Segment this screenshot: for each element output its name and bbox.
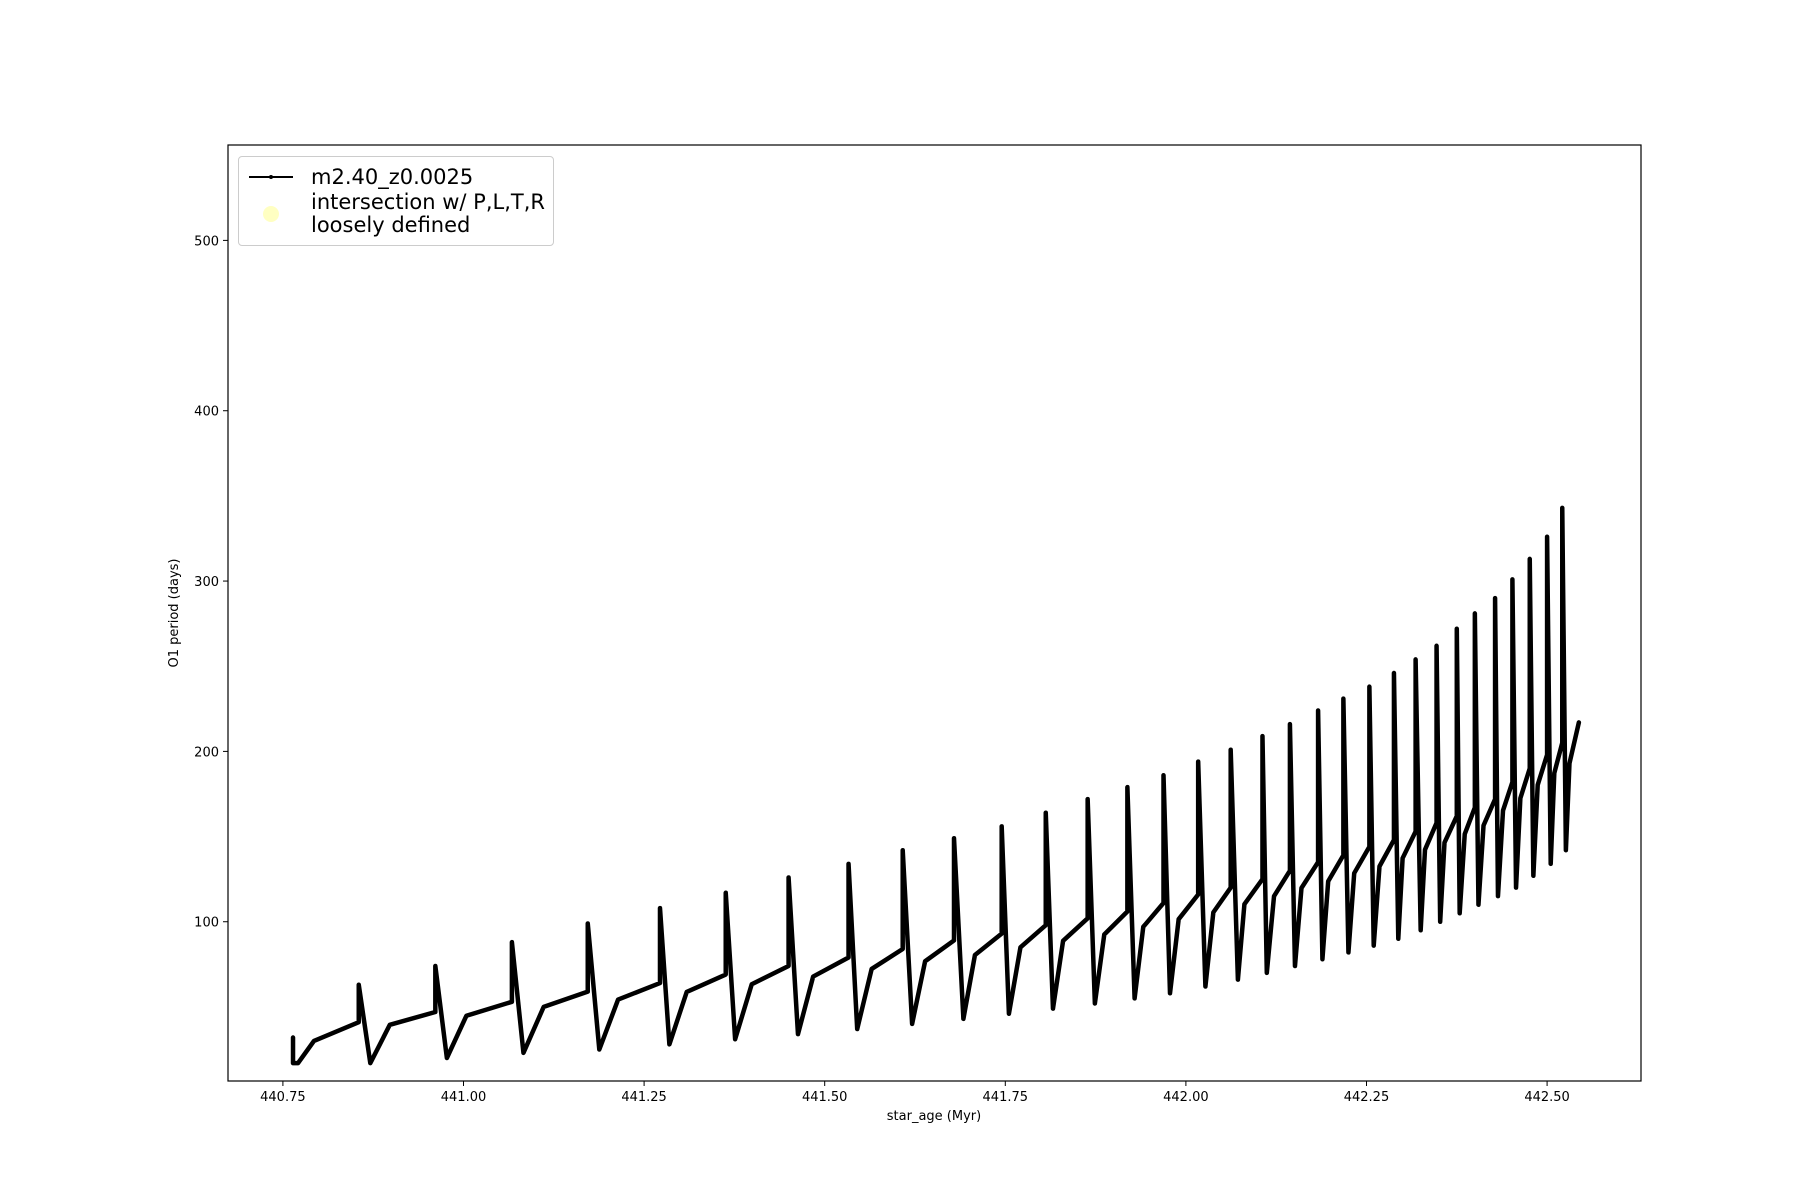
- legend-key: [249, 175, 293, 179]
- y-tick-label: 400: [194, 405, 219, 420]
- y-tick-label: 100: [194, 916, 219, 931]
- x-axis-label: star_age (Myr): [887, 1109, 981, 1124]
- y-tick-label: 300: [194, 575, 219, 590]
- x-tick-label: 442.00: [1163, 1090, 1209, 1105]
- x-tick-label: 441.50: [802, 1090, 848, 1105]
- legend-label: intersection w/ P,L,T,R loosely defined: [311, 190, 545, 237]
- x-tick-label: 441.75: [983, 1090, 1029, 1105]
- y-tick-label: 200: [194, 745, 219, 760]
- legend-marker: [269, 175, 273, 179]
- data-line: [290, 505, 1582, 1066]
- x-tick-label: 442.50: [1524, 1090, 1570, 1105]
- plot-frame: [227, 144, 1642, 1082]
- y-tick-label: 500: [194, 234, 219, 249]
- y-axis-label: O1 period (days): [167, 558, 182, 667]
- legend-entry: m2.40_z0.0025: [245, 165, 545, 189]
- legend: m2.40_z0.0025 intersection w/ P,L,T,R loo…: [238, 156, 554, 246]
- legend-label: m2.40_z0.0025: [311, 164, 474, 189]
- legend-key: [263, 206, 279, 222]
- x-tick-label: 440.75: [260, 1090, 306, 1105]
- x-tick-label: 441.00: [441, 1090, 487, 1105]
- x-tick-label: 441.25: [621, 1090, 667, 1105]
- legend-entry: intersection w/ P,L,T,R loosely defined: [245, 191, 545, 237]
- x-tick-label: 442.25: [1344, 1090, 1390, 1105]
- legend-marker: [263, 206, 279, 222]
